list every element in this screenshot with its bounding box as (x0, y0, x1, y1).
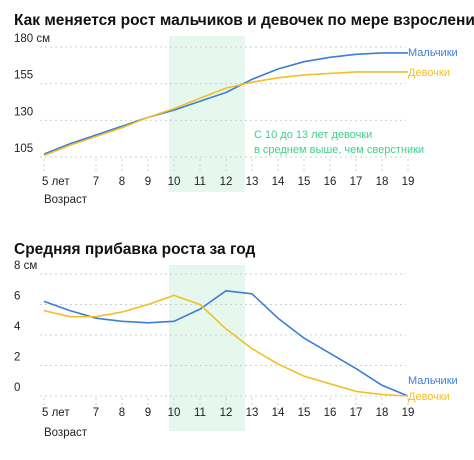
x-tick-label: 7 (93, 176, 99, 188)
chart-1: Как меняется рост мальчиков и девочек по… (14, 12, 474, 206)
x-tick-label: 18 (376, 407, 389, 419)
x-tick-label: 5 лет (42, 176, 70, 188)
x-tick-label: 13 (246, 176, 259, 188)
legend-label-girls: Девочки (408, 67, 450, 79)
legend-label-boys: Мальчики (408, 47, 458, 59)
series-line-girls (43, 71, 408, 157)
highlight-band (169, 265, 245, 431)
annotation-line: С 10 до 13 лет девочки (254, 129, 372, 141)
x-tick-label: 8 (119, 176, 125, 188)
x-tick-label: 18 (376, 176, 389, 188)
x-tick-label: 11 (194, 176, 206, 188)
x-tick-label: 14 (272, 176, 285, 188)
y-tick-label: 2 (14, 352, 20, 364)
x-tick-label: 12 (220, 176, 233, 188)
x-tick-label: 11 (194, 407, 206, 419)
y-tick-label: 6 (14, 291, 20, 303)
y-tick-label: 130 (14, 106, 33, 118)
y-tick-label: 105 (14, 143, 33, 155)
legend-label-boys: Мальчики (408, 375, 458, 387)
x-tick-label: 8 (119, 407, 125, 419)
x-tick-label: 9 (145, 407, 151, 419)
chart-title: Как меняется рост мальчиков и девочек по… (14, 12, 474, 29)
y-tick-label: 180 см (14, 33, 50, 45)
x-tick-label: 15 (298, 407, 311, 419)
y-tick-label: 155 (14, 70, 33, 82)
y-tick-label: 0 (14, 382, 20, 394)
x-tick-label: 9 (145, 176, 151, 188)
x-tick-label: 14 (272, 407, 285, 419)
chart-title: Средняя прибавка роста за год (14, 241, 255, 258)
x-tick-label: 19 (402, 407, 415, 419)
x-axis-label: Возраст (44, 194, 88, 206)
series-line-boys (43, 52, 408, 155)
x-tick-label: 7 (93, 407, 99, 419)
legend-label-girls: Девочки (408, 391, 450, 403)
x-axis-label: Возраст (44, 427, 88, 439)
x-tick-label: 12 (220, 407, 233, 419)
x-tick-label: 10 (168, 176, 181, 188)
x-tick-label: 10 (168, 407, 181, 419)
highlight-band (169, 36, 245, 192)
chart-2: Средняя прибавка роста за год 8 см 6 4 2 0 5 л… (14, 241, 458, 439)
x-tick-label: 15 (298, 176, 311, 188)
annotation-line: в среднем выше, чем сверстники (254, 144, 424, 156)
x-tick-label: 13 (246, 407, 259, 419)
series-line-girls (43, 294, 409, 397)
x-tick-label: 5 лет (42, 407, 70, 419)
x-tick-label: 17 (350, 176, 363, 188)
x-tick-label: 17 (350, 407, 363, 419)
series-line-boys (43, 289, 409, 397)
x-tick-label: 16 (324, 176, 337, 188)
y-tick-label: 8 см (14, 260, 37, 272)
y-tick-label: 4 (14, 321, 21, 333)
x-tick-label: 19 (402, 176, 415, 188)
x-tick-label: 16 (324, 407, 337, 419)
